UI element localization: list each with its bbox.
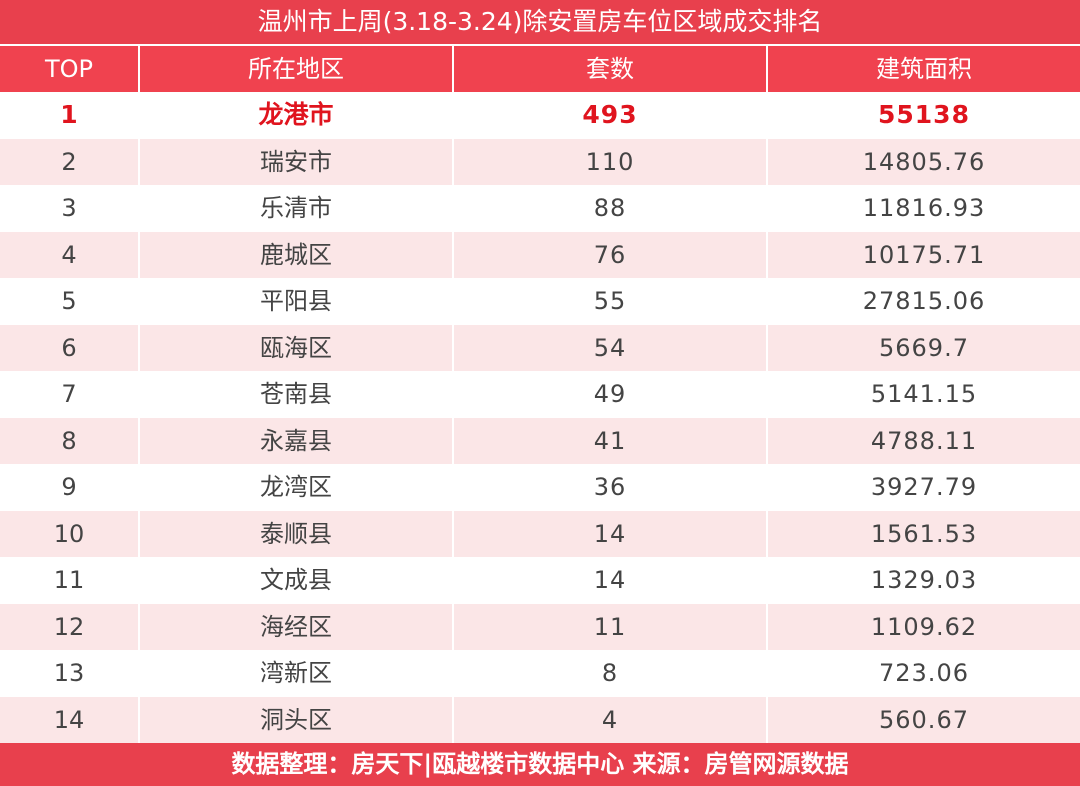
area-cell: 10175.71 xyxy=(768,231,1080,278)
units-cell: 36 xyxy=(454,464,768,511)
table-row: 8 永嘉县 41 4788.11 xyxy=(0,417,1080,464)
units-cell: 41 xyxy=(454,417,768,464)
table-row: 10 泰顺县 14 1561.53 xyxy=(0,510,1080,557)
units-cell: 49 xyxy=(454,371,768,418)
rank-cell: 6 xyxy=(0,324,140,371)
rank-cell: 10 xyxy=(0,510,140,557)
area-cell: 5669.7 xyxy=(768,324,1080,371)
region-cell: 海经区 xyxy=(140,603,454,650)
table-row: 13 湾新区 8 723.06 xyxy=(0,650,1080,697)
table-header-row: TOP 所在地区 套数 建筑面积 xyxy=(0,46,1080,92)
units-cell: 11 xyxy=(454,603,768,650)
units-cell: 493 xyxy=(454,92,768,139)
area-cell: 5141.15 xyxy=(768,371,1080,418)
area-cell: 1561.53 xyxy=(768,510,1080,557)
area-cell: 14805.76 xyxy=(768,138,1080,185)
table-row: 5 平阳县 55 27815.06 xyxy=(0,278,1080,325)
table-title: 温州市上周(3.18-3.24)除安置房车位区域成交排名 xyxy=(0,0,1080,44)
units-cell: 4 xyxy=(454,696,768,743)
units-cell: 110 xyxy=(454,138,768,185)
table-row: 12 海经区 11 1109.62 xyxy=(0,603,1080,650)
rank-cell: 9 xyxy=(0,464,140,511)
region-cell: 文成县 xyxy=(140,557,454,604)
region-cell: 洞头区 xyxy=(140,696,454,743)
rank-cell: 12 xyxy=(0,603,140,650)
table-row: 9 龙湾区 36 3927.79 xyxy=(0,464,1080,511)
rank-cell: 5 xyxy=(0,278,140,325)
region-cell: 湾新区 xyxy=(140,650,454,697)
area-cell: 55138 xyxy=(768,92,1080,139)
header-rank: TOP xyxy=(0,46,138,92)
area-cell: 4788.11 xyxy=(768,417,1080,464)
table-row: 14 洞头区 4 560.67 xyxy=(0,696,1080,743)
units-cell: 88 xyxy=(454,185,768,232)
rank-cell: 2 xyxy=(0,138,140,185)
region-cell: 平阳县 xyxy=(140,278,454,325)
header-units: 套数 xyxy=(454,46,766,92)
region-cell: 乐清市 xyxy=(140,185,454,232)
region-cell: 泰顺县 xyxy=(140,510,454,557)
rank-cell: 14 xyxy=(0,696,140,743)
area-cell: 3927.79 xyxy=(768,464,1080,511)
table-row: 7 苍南县 49 5141.15 xyxy=(0,371,1080,418)
rank-cell: 1 xyxy=(0,92,140,139)
table-row: 2 瑞安市 110 14805.76 xyxy=(0,138,1080,185)
area-cell: 560.67 xyxy=(768,696,1080,743)
rank-cell: 13 xyxy=(0,650,140,697)
header-area: 建筑面积 xyxy=(768,46,1080,92)
region-cell: 永嘉县 xyxy=(140,417,454,464)
region-cell: 龙港市 xyxy=(140,92,454,139)
rank-cell: 7 xyxy=(0,371,140,418)
region-cell: 龙湾区 xyxy=(140,464,454,511)
units-cell: 55 xyxy=(454,278,768,325)
area-cell: 27815.06 xyxy=(768,278,1080,325)
rank-cell: 3 xyxy=(0,185,140,232)
units-cell: 14 xyxy=(454,557,768,604)
area-cell: 11816.93 xyxy=(768,185,1080,232)
units-cell: 8 xyxy=(454,650,768,697)
area-cell: 1109.62 xyxy=(768,603,1080,650)
rank-cell: 4 xyxy=(0,231,140,278)
rank-cell: 8 xyxy=(0,417,140,464)
units-cell: 14 xyxy=(454,510,768,557)
units-cell: 54 xyxy=(454,324,768,371)
table-body: 1 龙港市 493 55138 2 瑞安市 110 14805.76 3 乐清市… xyxy=(0,92,1080,743)
table-row: 1 龙港市 493 55138 xyxy=(0,92,1080,139)
source-footer: 数据整理：房天下|瓯越楼市数据中心 来源：房管网源数据 xyxy=(0,743,1080,786)
region-cell: 苍南县 xyxy=(140,371,454,418)
table-row: 6 瓯海区 54 5669.7 xyxy=(0,324,1080,371)
rank-cell: 11 xyxy=(0,557,140,604)
area-cell: 723.06 xyxy=(768,650,1080,697)
units-cell: 76 xyxy=(454,231,768,278)
region-cell: 瑞安市 xyxy=(140,138,454,185)
table-row: 3 乐清市 88 11816.93 xyxy=(0,185,1080,232)
table-row: 11 文成县 14 1329.03 xyxy=(0,557,1080,604)
region-cell: 鹿城区 xyxy=(140,231,454,278)
table-row: 4 鹿城区 76 10175.71 xyxy=(0,231,1080,278)
region-cell: 瓯海区 xyxy=(140,324,454,371)
header-region: 所在地区 xyxy=(140,46,452,92)
area-cell: 1329.03 xyxy=(768,557,1080,604)
